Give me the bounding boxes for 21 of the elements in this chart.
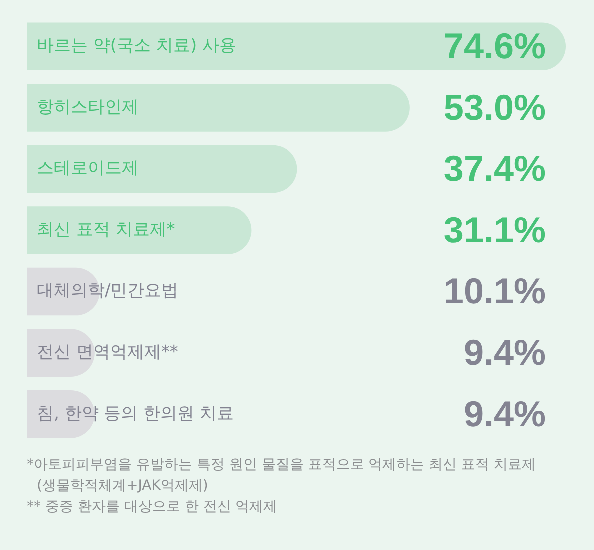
data-label: 9.4%	[464, 393, 546, 434]
text: (생물학적체계+JAK억제제)	[36, 477, 210, 496]
bar	[27, 145, 298, 194]
text: ** 중증 환자를 대상으로 한 전신 억제제	[27, 498, 279, 517]
text: *아토피피부염을 유발하는 특정 원인 물질을 표적으로 억제하는 최신 표적 치료제	[27, 456, 538, 475]
data-label: 9.4%	[464, 332, 546, 373]
bar	[27, 22, 566, 71]
bar	[27, 206, 252, 254]
data-label: 10.1%	[444, 270, 546, 312]
data-label: 53.0%	[444, 86, 546, 128]
y-tick-label: 바르는 약(국소 치료) 사용	[37, 36, 236, 56]
data-label: 37.4%	[444, 148, 546, 190]
bar	[27, 84, 410, 132]
data-label: 31.1%	[444, 209, 546, 250]
y-tick-label: 침, 한약 등의 한의원 치료	[37, 404, 234, 424]
data-label: 74.6%	[444, 26, 546, 67]
y-tick-label: 대체의학/민간요법	[37, 281, 179, 302]
y-tick-label: 전신 면역억제제**	[37, 342, 178, 362]
y-tick-label: 스테로이드제	[37, 158, 139, 179]
y-tick-label: 항히스타인제	[37, 97, 139, 118]
y-tick-label: 최신 표적 치료제*	[37, 220, 176, 240]
